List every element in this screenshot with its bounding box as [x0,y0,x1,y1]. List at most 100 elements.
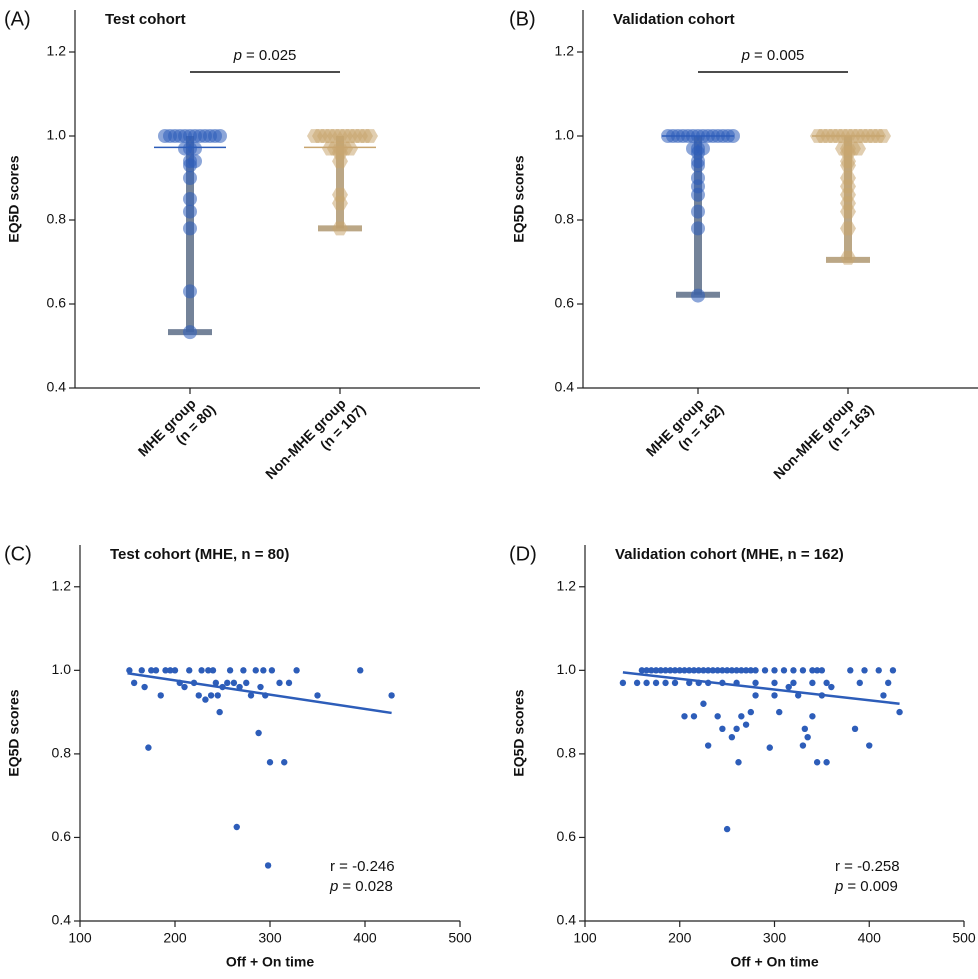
point [809,679,816,687]
point [719,667,726,674]
x-tick-label: 500 [448,930,472,946]
y-tick-label: 0.8 [557,745,577,761]
point [281,759,288,766]
point [704,667,712,674]
point [742,667,750,674]
point [719,725,726,733]
y-tick-label: 1.2 [557,577,577,593]
y-tick-label: 0.6 [52,828,72,844]
y-tick-label: 0.4 [52,912,72,928]
point [332,221,348,236]
point [276,679,283,687]
point [790,679,797,687]
fit-line [127,672,392,715]
point [657,667,664,674]
point [141,683,148,691]
p-value: = 0.009 [847,878,897,895]
y-axis-label: EQ5D scores [6,689,22,776]
chart-title: Test cohort [105,11,186,28]
chart-title: Validation cohort (MHE, n = 162) [615,546,844,563]
point [695,667,702,674]
point [889,667,897,674]
point [799,742,807,749]
point [183,204,197,219]
point [709,667,717,674]
point [233,823,240,831]
point [847,667,854,674]
point [691,288,705,303]
point [728,733,736,741]
point [771,667,778,674]
point [686,667,693,674]
point [681,667,688,674]
point [240,667,247,674]
point [205,667,212,674]
point [861,667,868,674]
point [264,862,272,869]
point [181,683,188,691]
x-axis-label: Off + On time [226,954,315,970]
point [216,708,223,716]
point [138,667,145,674]
point [723,667,731,674]
y-tick-label: 0.8 [555,211,575,227]
point [652,679,660,687]
p-annotation: p = 0.009 [834,878,898,895]
x-tick-label: 200 [163,930,187,946]
p-value: = 0.028 [342,878,392,895]
point [738,713,745,720]
panel-label: (C) [4,543,32,565]
y-tick-label: 1.2 [52,577,72,593]
point [212,679,220,687]
point [714,667,721,674]
point [691,187,705,202]
point [885,679,892,687]
point [818,667,826,674]
point [681,713,688,720]
y-axis-label: EQ5D scores [511,155,527,242]
point [840,158,856,173]
point [747,708,755,716]
point [704,742,712,749]
point [130,679,138,687]
point [230,679,238,687]
point [126,667,133,674]
point [752,692,759,699]
point [799,667,807,674]
point [735,759,742,766]
point [667,667,674,674]
point [247,692,255,699]
chart-title: Validation cohort [613,11,735,28]
y-axis-label: EQ5D scores [6,155,22,242]
point [388,692,395,699]
point [183,192,197,206]
p-symbol: p [233,47,242,64]
p-annotation: p = 0.028 [329,878,393,895]
point [700,667,707,674]
y-tick-label: 1.0 [557,661,577,677]
point [714,713,721,720]
point [209,667,217,674]
point [643,667,650,674]
panel-label: (A) [4,8,31,30]
p-symbol: p [741,47,750,64]
point [307,129,323,143]
chart-title: Test cohort (MHE, n = 80) [110,546,289,563]
category-label: MHE group(n = 80) [135,395,219,459]
point [690,713,698,720]
point [268,667,276,674]
point [214,692,221,699]
point [662,667,669,674]
point [183,171,197,185]
point [752,679,759,687]
point [162,667,169,674]
point [183,325,197,340]
point [780,667,788,674]
point [293,667,300,674]
point [148,667,155,674]
point [183,284,197,299]
point [186,667,193,674]
point [840,221,856,236]
point [167,667,174,674]
